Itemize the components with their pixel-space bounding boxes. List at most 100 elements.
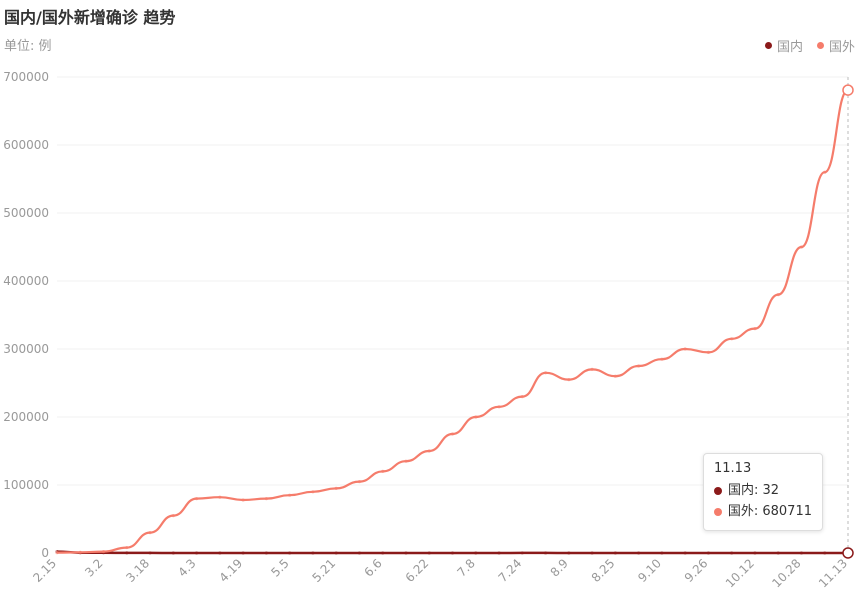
- data-point: [194, 551, 199, 555]
- x-tick-label: 7.8: [454, 556, 477, 579]
- legend-item-domestic[interactable]: 国内: [764, 36, 803, 55]
- data-point: [381, 469, 385, 473]
- y-tick-label: 600000: [3, 138, 49, 152]
- data-point: [264, 497, 268, 501]
- y-tick-label: 100000: [3, 478, 49, 492]
- data-point: [450, 551, 455, 555]
- data-point: [706, 551, 711, 555]
- tooltip: 11.13 国内: 32 国外: 680711: [703, 453, 823, 531]
- data-point: [171, 551, 175, 555]
- x-tick-label: 4.19: [216, 556, 245, 585]
- chart-title: 国内/国外新增确诊 趋势: [4, 8, 176, 27]
- data-point: [125, 545, 129, 550]
- data-point: [660, 551, 664, 555]
- legend-label: 国内: [776, 40, 803, 55]
- series-line-foreign: [56, 89, 849, 554]
- x-tick-label: 8.25: [589, 556, 618, 585]
- legend-dot-icon: [816, 42, 824, 49]
- data-point: [753, 327, 757, 331]
- data-point: [264, 551, 268, 555]
- data-point: [474, 415, 478, 419]
- data-point: [427, 449, 431, 453]
- data-point: [799, 245, 804, 249]
- data-point: [543, 371, 548, 375]
- x-tick-label: 10.12: [723, 556, 757, 590]
- data-point: [194, 497, 199, 501]
- x-tick-label: 3.2: [82, 556, 105, 579]
- y-tick-label: 200000: [3, 410, 49, 424]
- data-point: [241, 498, 245, 502]
- data-point: [683, 551, 687, 555]
- tooltip-value: 国外: 680711: [727, 504, 812, 519]
- data-point: [613, 374, 617, 378]
- x-tick-label: 7.24: [496, 556, 525, 585]
- legend-item-foreign[interactable]: 国外: [816, 36, 855, 55]
- data-point: [567, 378, 571, 382]
- legend: 国内 国外: [764, 36, 855, 55]
- data-point: [474, 551, 478, 555]
- y-tick-label: 700000: [3, 70, 49, 84]
- x-tick-label: 9.10: [635, 556, 664, 585]
- data-point: [288, 551, 292, 555]
- data-point: [334, 551, 338, 555]
- hover-marker-domestic: [842, 547, 854, 559]
- data-point: [311, 551, 315, 555]
- data-point: [637, 364, 641, 368]
- data-point: [497, 551, 501, 555]
- data-point: [706, 350, 711, 354]
- data-point: [567, 551, 571, 555]
- y-tick-label: 500000: [3, 206, 49, 220]
- x-tick-label: 6.6: [361, 556, 384, 579]
- data-point: [660, 357, 664, 361]
- data-point: [148, 551, 152, 555]
- x-tick-label: 5.21: [310, 556, 339, 585]
- data-point: [357, 480, 362, 484]
- data-point: [799, 551, 804, 555]
- y-tick-label: 300000: [3, 342, 49, 356]
- data-point: [637, 551, 641, 555]
- x-tick-label: 11.13: [816, 556, 850, 590]
- data-point: [125, 551, 129, 555]
- tooltip-dot-icon: [714, 486, 722, 495]
- y-axis: 0 100000 200000 300000 400000 500000 600000 700…: [3, 70, 49, 560]
- data-point: [218, 495, 222, 499]
- data-point: [148, 531, 152, 535]
- data-point: [334, 486, 338, 490]
- legend-dot-icon: [764, 42, 772, 49]
- data-point: [823, 170, 827, 174]
- hover-markers: [842, 84, 854, 559]
- data-point: [776, 551, 780, 555]
- data-point: [427, 551, 431, 555]
- x-tick-label: 5.5: [268, 556, 291, 579]
- tooltip-value: 国内: 32: [728, 483, 780, 498]
- data-point: [101, 550, 106, 554]
- data-point: [497, 405, 501, 409]
- tooltip-date: 11.13: [714, 461, 752, 476]
- y-tick-label: 400000: [3, 274, 49, 288]
- data-point: [730, 551, 734, 555]
- data-point: [543, 551, 548, 555]
- data-point: [450, 432, 455, 436]
- x-axis: 2.15 3.2 3.18 4.3 4.19 5.5 5.21 6.6 6.22 7.8 7.24 8…: [30, 552, 850, 590]
- series-layer: [55, 88, 850, 555]
- y-tick-label: 0: [41, 546, 49, 560]
- tooltip-row-domestic: 国内: 32: [714, 480, 812, 501]
- data-point: [683, 347, 687, 351]
- data-point: [590, 551, 594, 555]
- data-point: [520, 395, 524, 399]
- data-point: [357, 551, 362, 555]
- data-point: [55, 551, 59, 555]
- data-point: [218, 551, 222, 555]
- unit-label: 单位: 例: [4, 39, 52, 54]
- hover-marker-foreign: [842, 84, 854, 96]
- data-point: [776, 293, 780, 297]
- data-point: [823, 551, 827, 555]
- data-point: [404, 551, 408, 555]
- data-point: [381, 551, 385, 555]
- x-tick-label: 9.26: [682, 556, 711, 585]
- x-tick-label: 8.9: [548, 556, 571, 579]
- data-point: [730, 337, 734, 341]
- data-point: [241, 551, 245, 555]
- legend-label: 国外: [828, 40, 855, 55]
